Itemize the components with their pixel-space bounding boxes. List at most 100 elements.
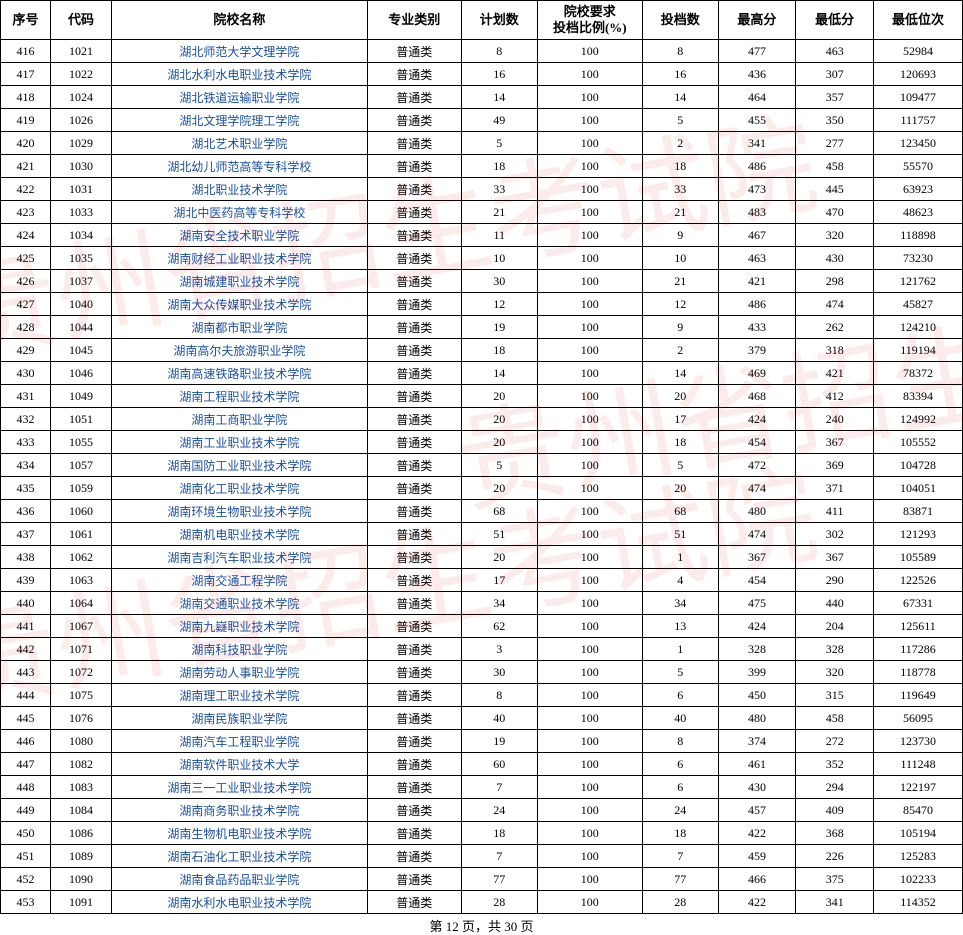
admissions-table: 序号代码院校名称专业类别计划数院校要求投档比例(%)投档数最高分最低分最低位次 … bbox=[0, 0, 963, 914]
cell-seq: 418 bbox=[1, 86, 51, 109]
cell-min: 367 bbox=[796, 546, 874, 569]
cell-min: 341 bbox=[796, 891, 874, 914]
cell-rank: 104051 bbox=[874, 477, 963, 500]
cell-code: 1082 bbox=[50, 753, 111, 776]
cell-plan: 19 bbox=[461, 316, 537, 339]
cell-name: 湖南民族职业学院 bbox=[112, 707, 367, 730]
cell-min: 320 bbox=[796, 661, 874, 684]
table-row: 4351059湖南化工职业技术学院普通类2010020474371104051 bbox=[1, 477, 963, 500]
cell-max: 468 bbox=[718, 385, 796, 408]
cell-throw: 2 bbox=[643, 132, 719, 155]
cell-seq: 436 bbox=[1, 500, 51, 523]
cell-code: 1062 bbox=[50, 546, 111, 569]
cell-seq: 441 bbox=[1, 615, 51, 638]
cell-code: 1044 bbox=[50, 316, 111, 339]
cell-min: 318 bbox=[796, 339, 874, 362]
cell-type: 普通类 bbox=[367, 132, 461, 155]
cell-rank: 117286 bbox=[874, 638, 963, 661]
table-row: 4441075湖南理工职业技术学院普通类81006450315119649 bbox=[1, 684, 963, 707]
cell-type: 普通类 bbox=[367, 431, 461, 454]
col-header-code: 代码 bbox=[50, 1, 111, 40]
table-row: 4191026湖北文理学院理工学院普通类491005455350111757 bbox=[1, 109, 963, 132]
cell-name: 湖南水利水电职业技术学院 bbox=[112, 891, 367, 914]
table-row: 4211030湖北幼儿师范高等专科学校普通类181001848645855570 bbox=[1, 155, 963, 178]
cell-min: 277 bbox=[796, 132, 874, 155]
cell-min: 375 bbox=[796, 868, 874, 891]
table-row: 4331055湖南工业职业技术学院普通类2010018454367105552 bbox=[1, 431, 963, 454]
cell-type: 普通类 bbox=[367, 592, 461, 615]
table-row: 4231033湖北中医药高等专科学校普通类211002148347048623 bbox=[1, 201, 963, 224]
cell-type: 普通类 bbox=[367, 454, 461, 477]
cell-ratio: 100 bbox=[537, 316, 643, 339]
cell-ratio: 100 bbox=[537, 454, 643, 477]
cell-max: 483 bbox=[718, 201, 796, 224]
cell-throw: 8 bbox=[643, 730, 719, 753]
table-row: 4401064湖南交通职业技术学院普通类341003447544067331 bbox=[1, 592, 963, 615]
cell-rank: 48623 bbox=[874, 201, 963, 224]
cell-rank: 83394 bbox=[874, 385, 963, 408]
cell-max: 424 bbox=[718, 615, 796, 638]
cell-plan: 20 bbox=[461, 385, 537, 408]
cell-plan: 18 bbox=[461, 155, 537, 178]
col-header-name: 院校名称 bbox=[112, 1, 367, 40]
cell-rank: 111757 bbox=[874, 109, 963, 132]
cell-rank: 105589 bbox=[874, 546, 963, 569]
cell-plan: 18 bbox=[461, 822, 537, 845]
cell-ratio: 100 bbox=[537, 109, 643, 132]
cell-max: 475 bbox=[718, 592, 796, 615]
cell-min: 367 bbox=[796, 431, 874, 454]
cell-plan: 20 bbox=[461, 408, 537, 431]
cell-throw: 16 bbox=[643, 63, 719, 86]
cell-code: 1035 bbox=[50, 247, 111, 270]
cell-min: 458 bbox=[796, 707, 874, 730]
cell-rank: 121762 bbox=[874, 270, 963, 293]
cell-name: 湖南科技职业学院 bbox=[112, 638, 367, 661]
cell-seq: 420 bbox=[1, 132, 51, 155]
cell-ratio: 100 bbox=[537, 40, 643, 63]
cell-ratio: 100 bbox=[537, 362, 643, 385]
cell-seq: 428 bbox=[1, 316, 51, 339]
cell-throw: 20 bbox=[643, 385, 719, 408]
cell-plan: 62 bbox=[461, 615, 537, 638]
table-row: 4281044湖南都市职业学院普通类191009433262124210 bbox=[1, 316, 963, 339]
cell-throw: 13 bbox=[643, 615, 719, 638]
cell-plan: 5 bbox=[461, 454, 537, 477]
cell-rank: 121293 bbox=[874, 523, 963, 546]
cell-code: 1075 bbox=[50, 684, 111, 707]
cell-name: 湖南理工职业技术学院 bbox=[112, 684, 367, 707]
cell-throw: 2 bbox=[643, 339, 719, 362]
cell-type: 普通类 bbox=[367, 891, 461, 914]
cell-plan: 51 bbox=[461, 523, 537, 546]
cell-plan: 28 bbox=[461, 891, 537, 914]
cell-ratio: 100 bbox=[537, 132, 643, 155]
cell-seq: 440 bbox=[1, 592, 51, 615]
cell-seq: 445 bbox=[1, 707, 51, 730]
cell-max: 459 bbox=[718, 845, 796, 868]
cell-min: 226 bbox=[796, 845, 874, 868]
cell-code: 1021 bbox=[50, 40, 111, 63]
cell-seq: 419 bbox=[1, 109, 51, 132]
cell-max: 466 bbox=[718, 868, 796, 891]
table-row: 4181024湖北铁道运输职业学院普通类1410014464357109477 bbox=[1, 86, 963, 109]
cell-rank: 123450 bbox=[874, 132, 963, 155]
cell-plan: 24 bbox=[461, 799, 537, 822]
cell-type: 普通类 bbox=[367, 109, 461, 132]
cell-rank: 56095 bbox=[874, 707, 963, 730]
cell-type: 普通类 bbox=[367, 63, 461, 86]
cell-plan: 17 bbox=[461, 569, 537, 592]
cell-type: 普通类 bbox=[367, 707, 461, 730]
cell-ratio: 100 bbox=[537, 615, 643, 638]
cell-min: 328 bbox=[796, 638, 874, 661]
cell-ratio: 100 bbox=[537, 339, 643, 362]
cell-rank: 124210 bbox=[874, 316, 963, 339]
cell-ratio: 100 bbox=[537, 891, 643, 914]
table-row: 4381062湖南吉利汽车职业技术学院普通类201001367367105589 bbox=[1, 546, 963, 569]
cell-seq: 438 bbox=[1, 546, 51, 569]
cell-ratio: 100 bbox=[537, 684, 643, 707]
cell-name: 湖南劳动人事职业学院 bbox=[112, 661, 367, 684]
cell-type: 普通类 bbox=[367, 408, 461, 431]
cell-plan: 18 bbox=[461, 339, 537, 362]
cell-seq: 433 bbox=[1, 431, 51, 454]
cell-ratio: 100 bbox=[537, 707, 643, 730]
cell-max: 379 bbox=[718, 339, 796, 362]
